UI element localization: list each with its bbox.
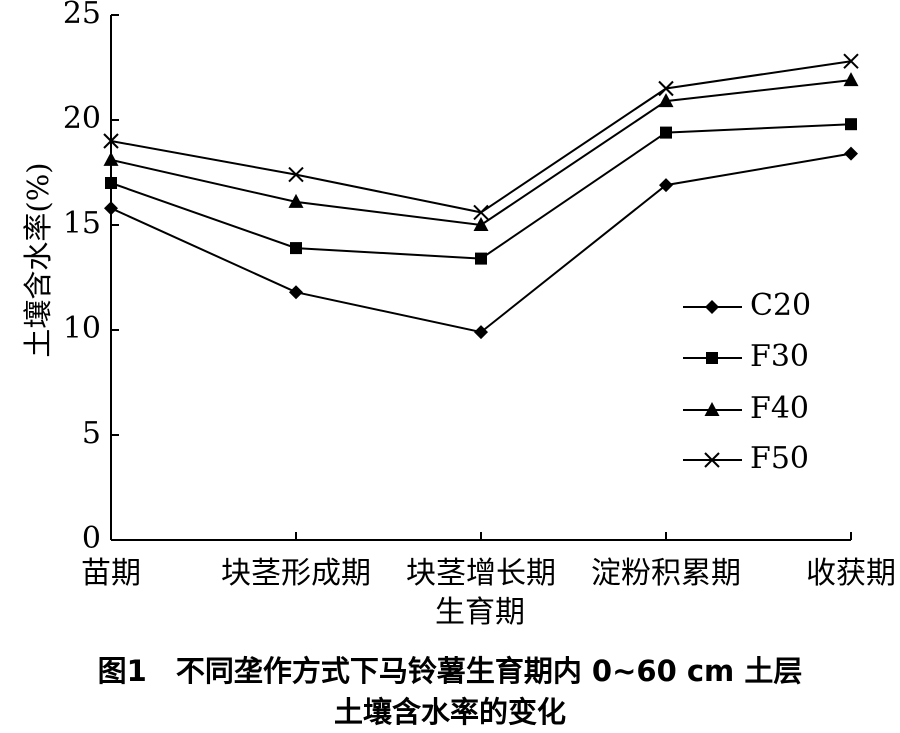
legend-label-f30: F30 (750, 339, 809, 374)
x-tick-label: 块茎增长期 (406, 556, 556, 591)
data-point-c20 (289, 285, 303, 300)
x-marker-stroke (103, 133, 119, 149)
line-chart: 0 5 10 15 20 25 苗期 块茎形成期 块茎增长期 淀粉积累期 收获期 C20 F30 F40… (21, 0, 896, 630)
legend-label-f40: F40 (750, 391, 809, 426)
y-tick-label: 0 (82, 521, 101, 556)
data-point-f30 (105, 177, 117, 189)
x-tick-label: 收获期 (806, 556, 896, 591)
x-marker-stroke (843, 53, 859, 69)
legend-marker-f50 (704, 452, 720, 468)
y-axis-label: 土壤含水率(%) (21, 162, 55, 357)
x-axis-label: 生育期 (435, 595, 525, 630)
data-point-f50 (843, 53, 859, 69)
y-tick-label: 5 (82, 416, 101, 451)
data-point-f40 (103, 151, 119, 166)
series-line-f40 (110, 79, 852, 227)
series-line-f50 (110, 60, 852, 214)
data-point-f40 (843, 72, 859, 87)
x-tick-label: 淀粉积累期 (591, 556, 741, 591)
figure-caption-line1: 图1 不同垄作方式下马铃薯生育期内 0~60 cm 土层 (97, 654, 803, 688)
data-point-f50 (103, 133, 119, 149)
data-point-f50 (288, 166, 304, 183)
series-layer (103, 53, 859, 340)
legend-marker-c20 (705, 300, 719, 314)
y-tick-label: 15 (63, 206, 101, 241)
data-point-f40 (473, 217, 489, 231)
x-marker-stroke (658, 80, 674, 97)
x-marker-stroke (704, 452, 720, 468)
y-tick-label: 25 (63, 0, 101, 31)
data-point-c20 (474, 325, 488, 340)
x-marker-stroke (288, 166, 304, 183)
data-point-c20 (659, 178, 673, 193)
legend: C20 F30 F40 F50 (683, 288, 811, 476)
y-tick-label: 10 (63, 311, 101, 346)
figure-caption-line2: 土壤含水率的变化 (333, 695, 566, 729)
data-point-f50 (473, 204, 489, 221)
x-tick-label: 苗期 (81, 556, 141, 591)
series-line-c20 (110, 152, 852, 334)
data-point-f30 (290, 242, 302, 255)
legend-label-f50: F50 (750, 441, 809, 476)
data-point-c20 (844, 146, 858, 161)
axes: 0 5 10 15 20 25 苗期 块茎形成期 块茎增长期 淀粉积累期 收获期 (63, 0, 896, 591)
legend-marker-f40 (704, 402, 720, 416)
data-point-c20 (104, 201, 118, 216)
legend-label-c20: C20 (750, 288, 811, 323)
series-line-f30 (110, 123, 852, 260)
legend-marker-f30 (706, 352, 718, 364)
x-tick-label: 块茎形成期 (221, 556, 371, 591)
data-point-f40 (288, 193, 304, 208)
data-point-f30 (660, 126, 672, 139)
x-marker-stroke (473, 204, 489, 221)
data-point-f30 (475, 252, 487, 265)
y-tick-label: 20 (63, 101, 101, 136)
data-point-f50 (658, 80, 674, 97)
data-point-f30 (845, 118, 857, 131)
data-point-f40 (658, 93, 674, 108)
